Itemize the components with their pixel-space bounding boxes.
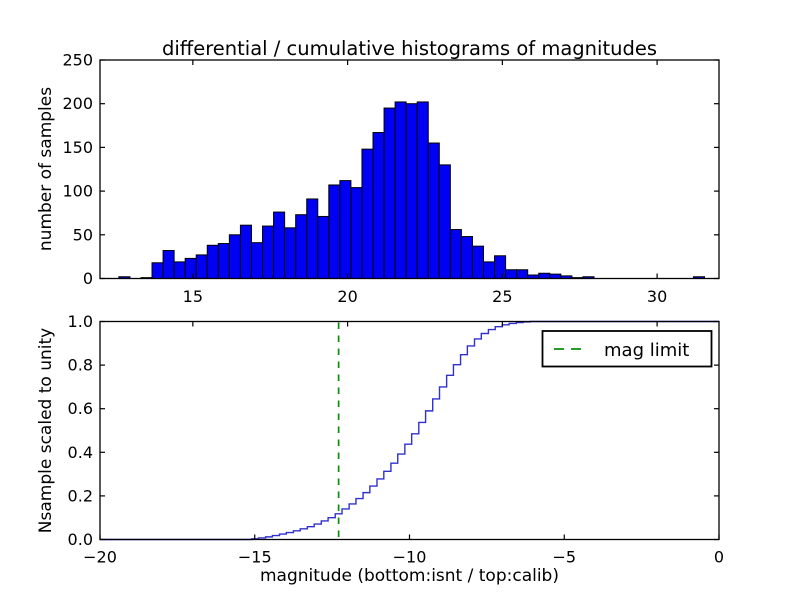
x-tick-label: 20 [337,287,357,306]
top-y-axis-label: number of samples [36,87,56,251]
histogram-bar [505,269,518,280]
y-tick-label: 0.8 [68,356,93,375]
legend: mag limit [541,330,713,368]
histogram-bar [449,229,462,279]
histogram-bar [383,107,396,279]
x-tick-label: 15 [183,287,203,306]
histogram-bar [284,227,297,279]
histogram-bar [217,243,230,279]
histogram-bar [438,164,451,280]
y-tick-label: 50 [73,225,93,244]
x-tick-label: −15 [238,548,272,567]
top-axes: 15 20 25 30 0 50 100 150 200 250 [62,51,720,306]
y-tick-label: 0.4 [68,443,93,462]
histogram-bar [173,261,186,280]
x-tick-label: −20 [83,548,117,567]
histogram-bar [306,198,319,279]
histogram-bar [361,148,374,279]
histogram-bar [273,211,286,279]
histogram-bar [516,269,529,280]
histogram-bar [483,261,496,280]
histogram-bar [394,101,407,279]
histogram-bar [460,236,473,280]
histogram-bar [195,254,208,279]
bottom-axes: −20 −15 −10 −5 0 0.0 0.2 0.4 0.6 0.8 1.0 [68,312,725,567]
histogram-bar [262,225,275,279]
histogram-bar [372,132,385,279]
histogram-bar [494,255,507,279]
x-axis-label: magnitude (bottom:isnt / top:calib) [260,566,559,586]
x-tick-label: −10 [393,548,427,567]
y-tick-label: 150 [62,138,93,157]
histogram-bar [405,103,418,279]
top-axes-frame [99,59,720,280]
y-tick-label: 100 [62,182,93,201]
y-tick-label: 0.2 [68,486,93,505]
x-tick-label: −5 [552,548,576,567]
bottom-y-axis-label: Nsample scaled to unity [36,328,56,533]
y-tick-label: 250 [62,51,93,70]
histogram-bar [228,234,241,280]
y-tick-label: 0.6 [68,399,93,418]
histogram-bar [549,273,562,280]
legend-box [541,330,713,368]
histogram-bar [295,214,308,279]
y-tick-label: 0.0 [68,530,93,549]
y-tick-label: 200 [62,94,93,113]
x-tick-label: 0 [714,548,724,567]
histogram-bar [538,272,551,280]
histogram-bar [239,224,252,280]
x-tick-label: 30 [647,287,667,306]
chart-title: differential / cumulative histograms of … [162,37,657,60]
histogram-bar [184,257,197,279]
histogram-bar [162,250,175,279]
histogram-bar [350,187,363,280]
histogram-bar [339,180,352,279]
histogram-bar [471,245,485,280]
y-tick-label: 0 [83,269,93,288]
x-tick-label: 25 [492,287,512,306]
histogram-bar [416,101,429,279]
histogram-bar [206,244,219,279]
legend-label: mag limit [604,340,689,361]
cumulative-curve [100,320,719,541]
histogram-bar [317,215,330,279]
y-tick-label: 1.0 [68,312,93,331]
histogram-bar [250,242,264,279]
histogram-bar [151,262,164,279]
histogram-bar [328,184,341,279]
histogram-bar [427,142,440,279]
